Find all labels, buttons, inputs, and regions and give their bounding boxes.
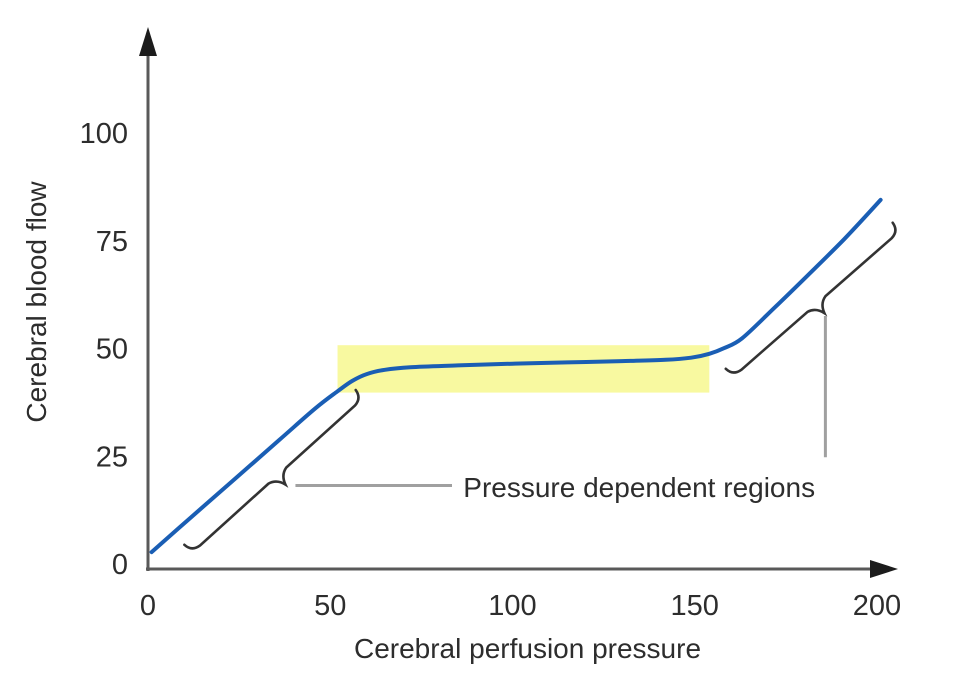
x-tick-label: 150 [671, 590, 719, 622]
curve-group [149, 197, 883, 555]
x-tick-label: 0 [140, 590, 156, 622]
annotation-leader-group [295, 316, 827, 487]
axis-group [139, 27, 898, 578]
y-tick-label: 100 [80, 118, 128, 150]
x-tick-labels: 0 50 100 150 200 [140, 590, 901, 622]
x-tick-label: 50 [314, 590, 346, 622]
upper-pressure-dependent-brace [724, 221, 897, 374]
x-axis-arrowhead [870, 560, 898, 578]
lower-pressure-dependent-brace [183, 388, 360, 550]
y-axis-label: Cerebral blood flow [21, 181, 52, 423]
x-tick-label: 200 [853, 590, 901, 622]
y-tick-label: 75 [96, 226, 128, 258]
y-tick-label: 50 [96, 334, 128, 366]
x-axis-label: Cerebral perfusion pressure [354, 633, 701, 664]
x-tick-label: 100 [488, 590, 536, 622]
cerebral-autoregulation-curve [149, 197, 883, 555]
annotation-brace-group [183, 221, 897, 550]
y-tick-label: 0 [112, 549, 128, 581]
annotation-label: Pressure dependent regions [463, 472, 815, 503]
y-tick-label: 25 [96, 441, 128, 473]
y-axis-arrowhead [139, 27, 157, 56]
y-tick-labels: 0 25 50 75 100 [80, 118, 128, 581]
